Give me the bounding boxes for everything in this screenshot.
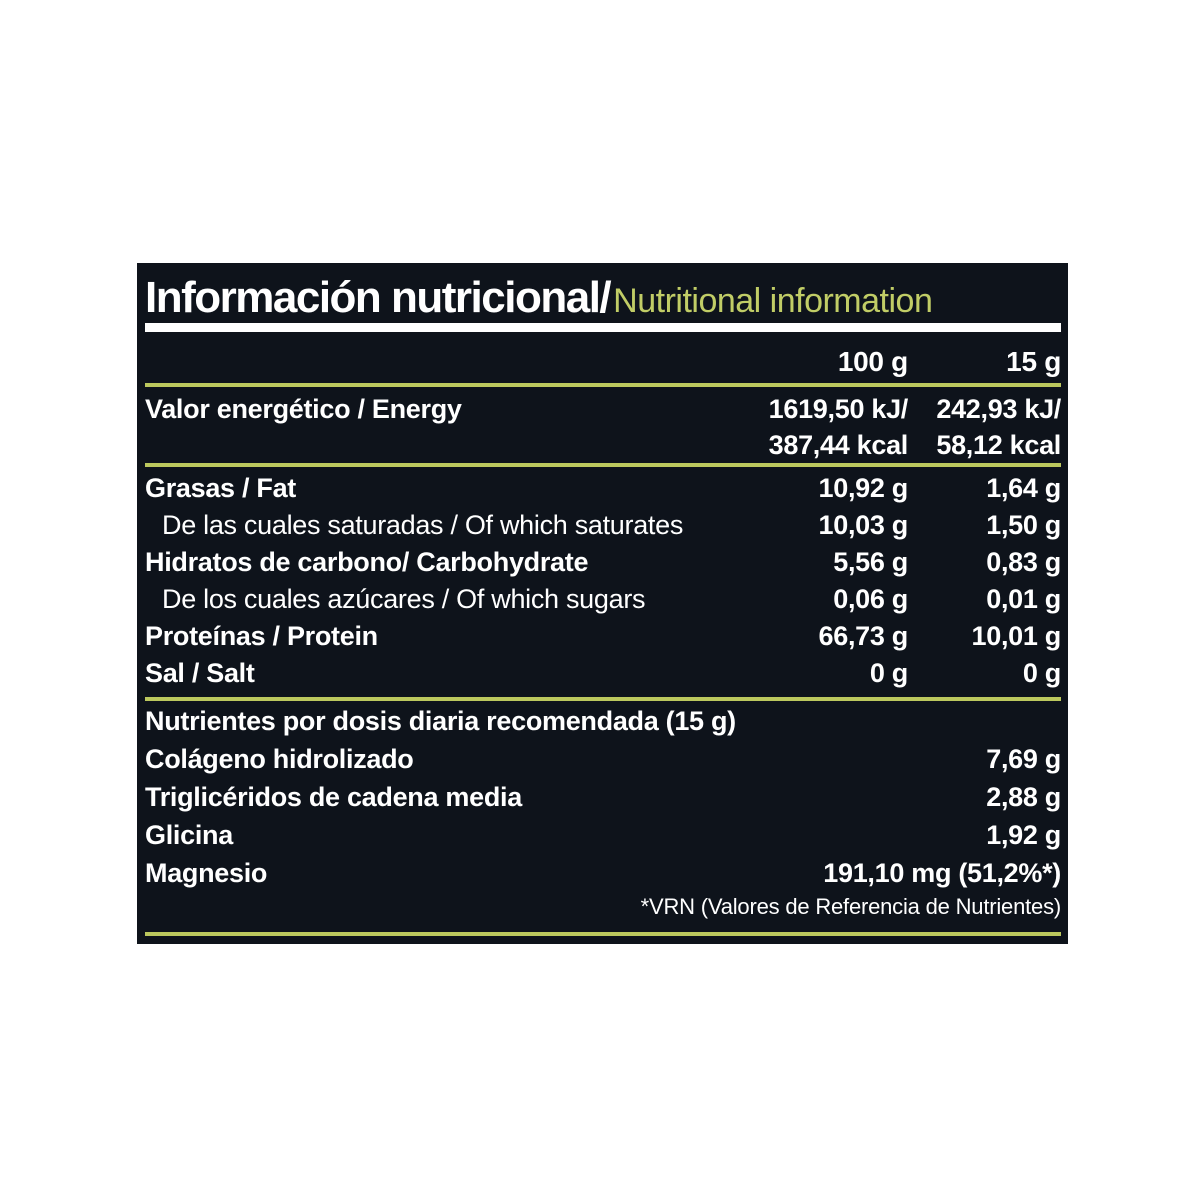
row-label: Proteínas / Protein [145,621,378,651]
value-per-100g: 10,03 g [818,510,909,540]
divider [145,697,1061,701]
row-energy: Valor energético / Energy 1619,50 kJ/ 38… [145,387,1061,463]
row-glycine: Glicina 1,92 g [145,816,1061,854]
row-saturates: De las cuales saturadas / Of which satur… [145,507,1061,544]
value-per-15g: 0,83 g [986,547,1061,577]
daily-value: 2,88 g [986,782,1061,812]
nutrition-label-panel: Información nutricional/ Nutritional inf… [137,263,1068,944]
energy-kj-15g: 242,93 kJ/ [936,394,1061,424]
row-mct: Triglicéridos de cadena media 2,88 g [145,778,1061,816]
energy-kcal-15g: 58,12 kcal [936,430,1061,460]
value-per-15g: 10,01 g [971,621,1062,651]
title-spanish: Información nutricional/ [145,273,612,322]
divider [145,383,1061,387]
row-label: Grasas / Fat [145,473,296,503]
daily-value: 1,92 g [986,820,1061,850]
bottom-rule [145,932,1061,936]
column-header-row: 100 g 15 g [145,332,1061,383]
row-label: De las cuales saturadas / Of which satur… [162,510,684,540]
row-protein: Proteínas / Protein 66,73 g 10,01 g [145,618,1061,655]
section-header-label: Nutrientes por dosis diaria recomendada … [145,706,736,736]
row-label: Magnesio [145,858,268,888]
value-per-100g: 1619,50 kJ/ 387,44 kcal [738,391,909,463]
row-label: Glicina [145,820,233,850]
row-collagen: Colágeno hidrolizado 7,69 g [145,740,1061,778]
header-rule [145,323,1061,332]
row-magnesium: Magnesio 191,10 mg (51,2%*) [145,854,1061,892]
daily-dose-section-header: Nutrientes por dosis diaria recomendada … [145,703,1061,740]
row-label: Valor energético / Energy [145,394,462,424]
col-header-100g: 100 g [837,346,908,377]
value-per-100g: 0,06 g [833,584,908,614]
divider [145,463,1061,467]
energy-kj-100g: 1619,50 kJ/ [768,394,909,424]
row-label: Colágeno hidrolizado [145,744,414,774]
vrn-footnote-text: *VRN (Valores de Referencia de Nutriente… [640,894,1062,919]
row-carbohydrate: Hidratos de carbono/ Carbohydrate 5,56 g… [145,544,1061,581]
row-label: De los cuales azúcares / Of which sugars [162,584,646,614]
daily-value: 191,10 mg (51,2%*) [823,858,1061,888]
energy-kcal-100g: 387,44 kcal [768,430,909,460]
row-label: Sal / Salt [145,658,255,688]
row-salt: Sal / Salt 0 g 0 g [145,655,1061,692]
value-per-15g: 0 g [1022,658,1061,688]
daily-value: 7,69 g [986,744,1061,774]
row-sugars: De los cuales azúcares / Of which sugars… [145,581,1061,618]
row-label: Triglicéridos de cadena media [145,782,522,812]
panel-title: Información nutricional/ Nutritional inf… [145,263,1061,323]
value-per-15g: 0,01 g [986,584,1061,614]
value-per-100g: 10,92 g [818,473,909,503]
title-english: Nutritional information [613,282,933,320]
value-per-100g: 66,73 g [818,621,909,651]
col-header-15g: 15 g [1006,346,1061,377]
value-per-100g: 0 g [869,658,908,688]
value-per-15g: 1,64 g [986,473,1061,503]
row-label: Hidratos de carbono/ Carbohydrate [145,547,589,577]
row-fat: Grasas / Fat 10,92 g 1,64 g [145,470,1061,507]
value-per-100g: 5,56 g [833,547,908,577]
vrn-footnote: *VRN (Valores de Referencia de Nutriente… [145,892,1062,928]
value-per-15g: 242,93 kJ/ 58,12 kcal [908,391,1061,463]
value-per-15g: 1,50 g [986,510,1061,540]
